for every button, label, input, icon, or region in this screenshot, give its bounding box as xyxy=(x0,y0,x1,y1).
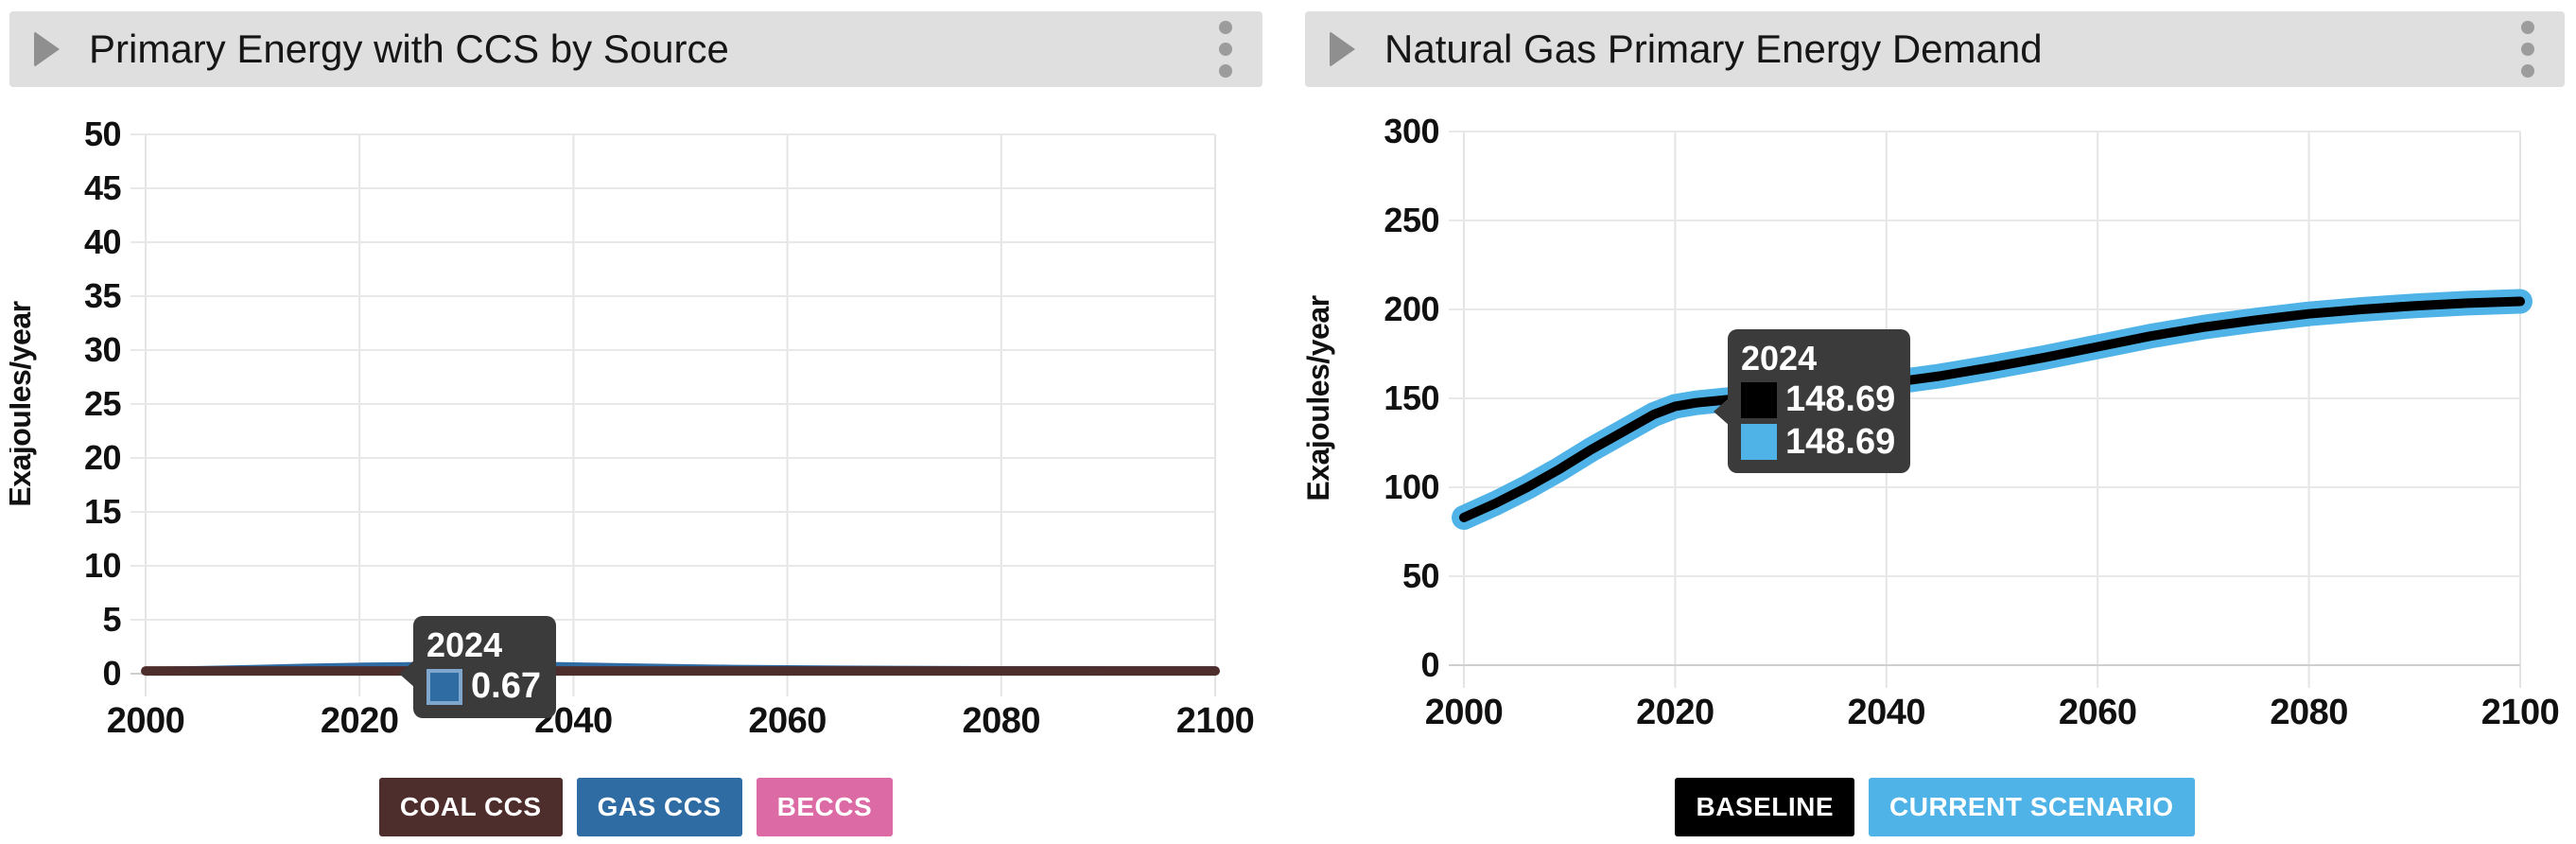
svg-text:0: 0 xyxy=(1420,645,1439,684)
svg-text:35: 35 xyxy=(84,276,122,315)
tooltip-value: 0.67 xyxy=(471,666,541,707)
svg-text:2100: 2100 xyxy=(2481,693,2560,732)
kebab-vertical-icon xyxy=(2521,21,2534,34)
chart-title: Primary Energy with CCS by Source xyxy=(89,26,729,71)
tooltip-year: 2024 xyxy=(1741,339,1818,378)
chart-legend: BASELINE CURRENT SCENARIO xyxy=(1305,778,2565,836)
svg-text:2000: 2000 xyxy=(107,701,185,741)
svg-text:300: 300 xyxy=(1384,112,1439,150)
svg-text:2080: 2080 xyxy=(963,701,1041,741)
expand-chart-button[interactable] xyxy=(34,30,72,68)
baseline-swatch xyxy=(1741,381,1777,418)
chart-header: Natural Gas Primary Energy Demand xyxy=(1305,11,2565,87)
legend-coal-ccs-button[interactable]: COAL CCS xyxy=(378,778,563,836)
legend-current-scenario-button[interactable]: CURRENT SCENARIO xyxy=(1869,778,2195,836)
svg-text:25: 25 xyxy=(84,384,122,423)
svg-text:15: 15 xyxy=(84,492,122,531)
tooltip-arrow-icon xyxy=(399,659,415,688)
svg-text:2020: 2020 xyxy=(321,701,399,741)
svg-text:150: 150 xyxy=(1384,378,1439,417)
tooltip-row: 148.69 xyxy=(1741,422,1895,463)
svg-text:2020: 2020 xyxy=(1636,693,1714,732)
svg-text:2060: 2060 xyxy=(748,701,827,741)
svg-text:40: 40 xyxy=(84,222,121,261)
svg-text:Exajoules/year: Exajoules/year xyxy=(9,301,37,506)
chart-tooltip: 2024 0.67 xyxy=(399,616,556,718)
legend-gas-ccs-button[interactable]: GAS CCS xyxy=(576,778,742,836)
tooltip-row: 0.67 xyxy=(426,666,541,707)
svg-text:100: 100 xyxy=(1384,467,1439,506)
svg-text:45: 45 xyxy=(84,168,122,207)
chart-title: Natural Gas Primary Energy Demand xyxy=(1384,26,2043,71)
chart-tooltip: 2024 148.69 148.69 xyxy=(1714,329,1911,474)
triangle-right-icon xyxy=(34,31,60,67)
svg-text:5: 5 xyxy=(102,600,121,639)
panel-natural-gas-demand: Natural Gas Primary Energy Demand 2000 20… xyxy=(1305,11,2565,836)
svg-text:250: 250 xyxy=(1384,201,1439,239)
panel-primary-energy-ccs: Primary Energy with CCS by Source 2000 20… xyxy=(9,11,1262,836)
svg-text:50: 50 xyxy=(1402,556,1439,595)
svg-text:30: 30 xyxy=(84,330,121,369)
tooltip-year: 2024 xyxy=(426,625,503,664)
triangle-right-icon xyxy=(1330,31,1355,67)
kebab-vertical-icon xyxy=(1219,43,1232,56)
chart-header: Primary Energy with CCS by Source xyxy=(9,11,1262,87)
tooltip-value: 148.69 xyxy=(1785,379,1896,420)
tooltip-row: 148.69 xyxy=(1741,379,1895,420)
kebab-vertical-icon xyxy=(1219,64,1232,78)
ccs-by-source-chart[interactable]: 2000 2020 2040 2060 2080 21000510152025303540… xyxy=(9,87,1262,772)
expand-chart-button[interactable] xyxy=(1330,30,1367,68)
svg-text:200: 200 xyxy=(1384,290,1439,328)
legend-beccs-button[interactable]: BECCS xyxy=(756,778,894,836)
svg-text:10: 10 xyxy=(84,546,121,585)
legend-baseline-button[interactable]: BASELINE xyxy=(1675,778,1855,836)
chart-legend: COAL CCS GAS CCS BECCS xyxy=(9,778,1262,836)
kebab-vertical-icon xyxy=(2521,43,2534,56)
chart-menu-button[interactable] xyxy=(2515,7,2540,92)
svg-text:50: 50 xyxy=(84,114,121,153)
gas-demand-chart[interactable]: 2000 2020 2040 2060 2080 2100 0 50 100 150 200 250 3… xyxy=(1305,87,2565,772)
kebab-vertical-icon xyxy=(2521,64,2534,78)
svg-text:2040: 2040 xyxy=(1848,693,1926,732)
svg-text:2060: 2060 xyxy=(2059,693,2137,732)
svg-text:2080: 2080 xyxy=(2270,693,2348,732)
svg-text:2100: 2100 xyxy=(1176,701,1255,741)
current-scenario-swatch xyxy=(1741,424,1777,461)
svg-text:0: 0 xyxy=(102,654,121,693)
chart-menu-button[interactable] xyxy=(1213,7,1238,92)
kebab-vertical-icon xyxy=(1219,21,1232,34)
gas-ccs-swatch xyxy=(426,668,462,705)
tooltip-arrow-icon xyxy=(1714,397,1730,426)
svg-text:Exajoules/year: Exajoules/year xyxy=(1305,295,1335,501)
tooltip-value: 148.69 xyxy=(1785,421,1896,462)
svg-text:20: 20 xyxy=(84,438,121,477)
svg-text:2000: 2000 xyxy=(1425,693,1504,732)
